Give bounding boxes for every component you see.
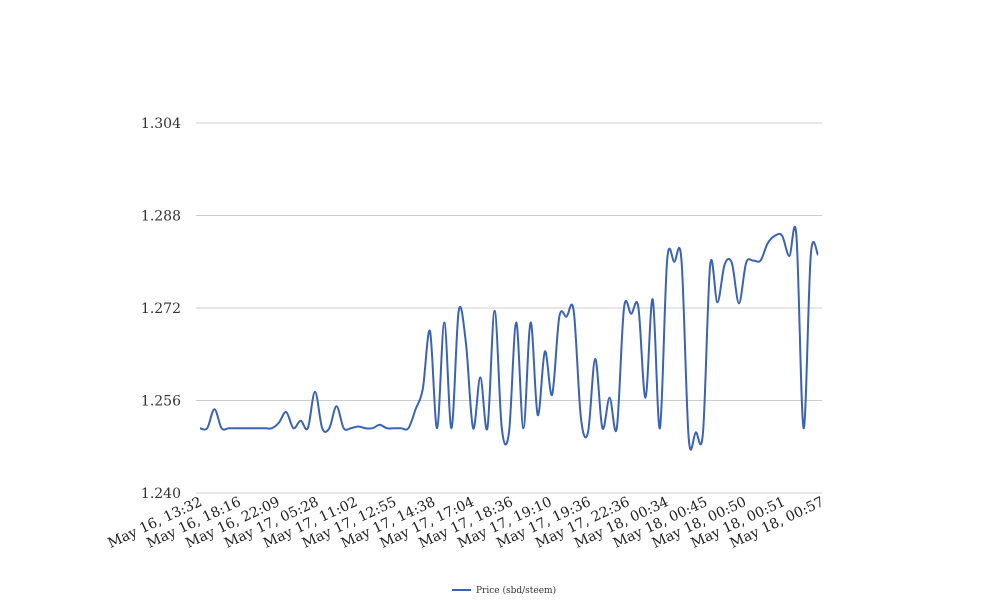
legend: Price (sbd/steem) — [452, 585, 556, 596]
y-tick-label: 1.256 — [141, 394, 181, 410]
y-tick-label: 1.288 — [141, 209, 181, 225]
legend-label: Price (sbd/steem) — [476, 585, 556, 596]
series-line-price — [199, 225, 819, 451]
y-tick-label: 1.304 — [141, 116, 181, 132]
y-tick-label: 1.272 — [141, 301, 181, 317]
gridlines — [196, 122, 822, 494]
y-axis-ticks: 1.240 1.256 1.272 1.288 1.304 — [141, 116, 181, 502]
y-tick-label: 1.240 — [141, 486, 181, 502]
